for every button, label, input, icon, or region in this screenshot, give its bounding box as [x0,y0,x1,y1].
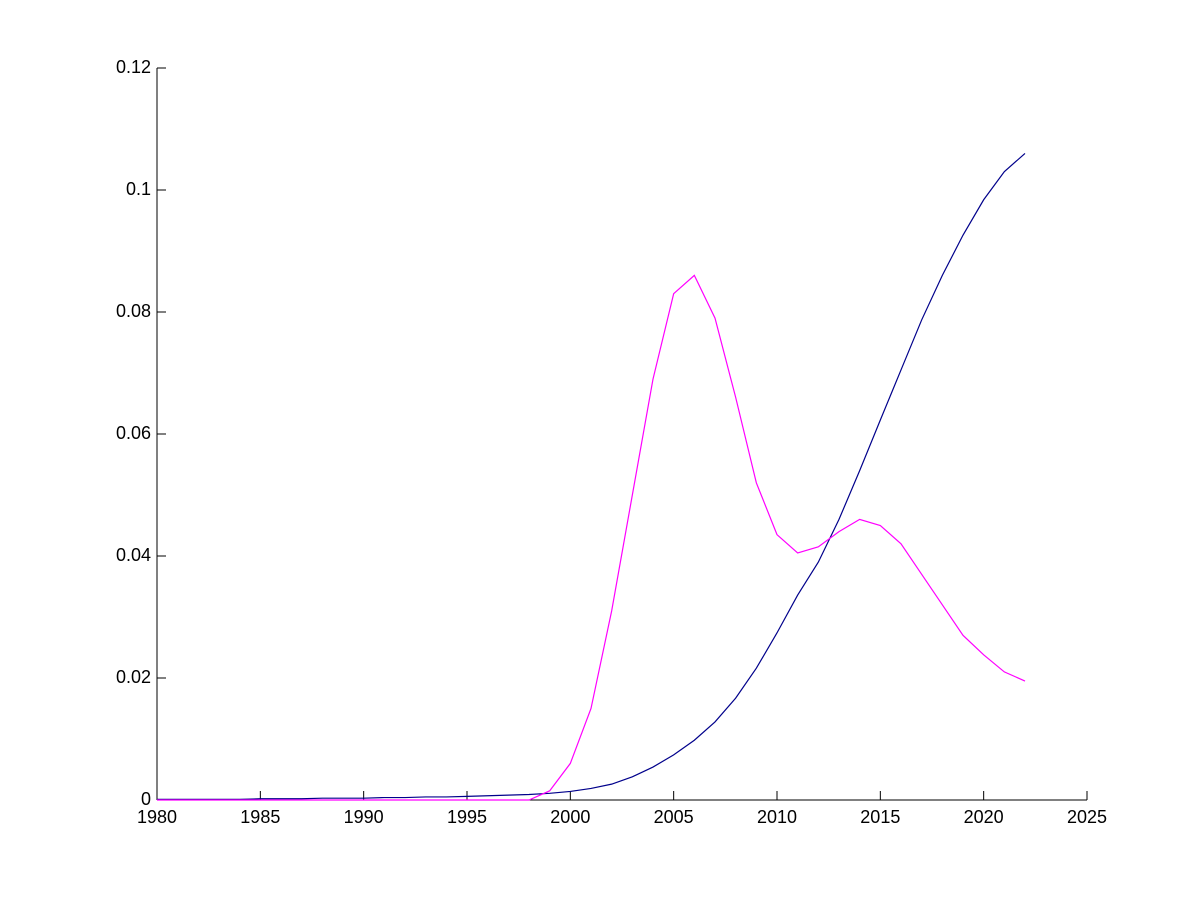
x-tick-label: 1995 [447,807,487,827]
series-line [157,274,1026,801]
x-tick-label: 2010 [757,807,797,827]
x-tick-label: 2020 [964,807,1004,827]
y-tick-label: 0.06 [116,423,151,443]
y-tick-label: 0 [141,789,151,809]
y-tick-label: 0.02 [116,667,151,687]
x-tick-label: 2000 [550,807,590,827]
series-line [157,152,1026,800]
y-tick-label: 0.08 [116,301,151,321]
x-tick-label: 2025 [1067,807,1107,827]
x-tick-label: 1980 [137,807,177,827]
x-tick-label: 1985 [240,807,280,827]
y-tick-label: 0.04 [116,545,151,565]
y-tick-label: 0.1 [126,179,151,199]
y-tick-label: 0.12 [116,57,151,77]
x-tick-label: 2005 [654,807,694,827]
x-tick-label: 1990 [344,807,384,827]
x-tick-label: 2015 [860,807,900,827]
